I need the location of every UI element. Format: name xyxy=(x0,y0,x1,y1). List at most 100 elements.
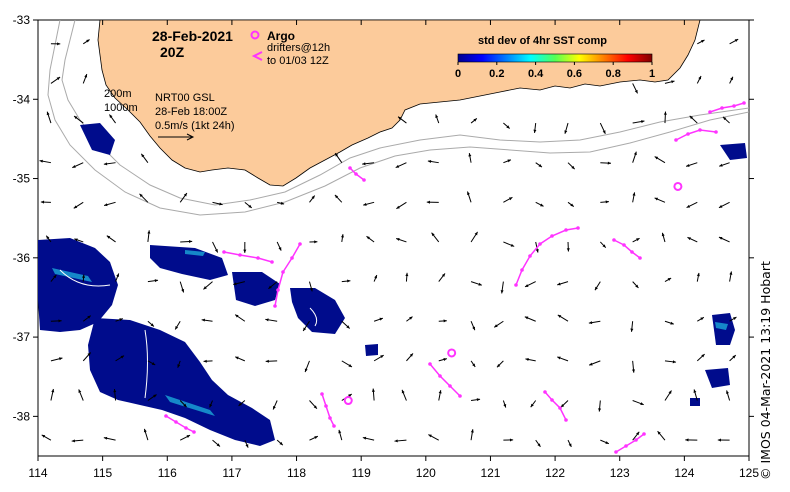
current-arrow xyxy=(373,274,378,282)
current-arrow xyxy=(362,436,375,441)
y-tick-label: -35 xyxy=(13,172,31,186)
current-arrow xyxy=(309,435,319,441)
current-arrow xyxy=(50,274,57,282)
drifter-legend-label-2: to 01/03 12Z xyxy=(267,55,329,67)
current-arrow xyxy=(363,201,375,206)
current-arrow xyxy=(212,201,223,206)
eddy-contour xyxy=(59,269,318,399)
y-tick-label: -36 xyxy=(13,251,31,265)
current-arrow xyxy=(143,428,149,441)
current-arrow xyxy=(406,316,413,322)
current-arrow xyxy=(302,320,310,332)
colorbar-tick-label: 1 xyxy=(649,68,655,80)
current-arrow xyxy=(201,318,213,322)
current-arrow xyxy=(689,115,698,124)
current-arrow xyxy=(696,272,700,282)
current-arrow xyxy=(103,201,116,207)
current-arrow xyxy=(115,318,123,322)
current-arrow xyxy=(72,162,84,169)
current-arrow xyxy=(664,360,677,364)
current-arrow xyxy=(428,434,439,441)
current-arrow xyxy=(661,232,666,243)
current-arrow xyxy=(496,360,504,368)
drifter-track xyxy=(612,238,642,260)
current-arrow xyxy=(718,236,730,243)
current-arrow xyxy=(696,353,705,362)
drifter-track xyxy=(164,414,196,434)
current-arrow xyxy=(334,152,343,163)
drifter-track xyxy=(348,166,366,182)
current-arrow xyxy=(664,390,672,401)
colorbar xyxy=(457,53,653,63)
y-tick-label: -34 xyxy=(13,92,31,106)
current-arrow xyxy=(470,398,481,402)
y-tick-label: -33 xyxy=(13,13,31,27)
current-arrow xyxy=(722,116,730,124)
current-arrow xyxy=(268,281,278,290)
current-arrow xyxy=(395,162,407,169)
current-arrow xyxy=(147,394,157,401)
current-arrow xyxy=(630,321,634,332)
current-arrow xyxy=(115,355,125,362)
current-arrow xyxy=(718,201,730,209)
current-arrow xyxy=(631,360,636,373)
current-arrow xyxy=(45,235,52,243)
current-arrow xyxy=(203,359,213,363)
x-axis: 114 115 116 117 118 119 120 121 122 123 124 125 xyxy=(28,20,759,480)
current-arrow xyxy=(234,314,246,322)
current-arrow xyxy=(697,316,705,322)
current-arrow xyxy=(524,316,536,322)
drifter-track xyxy=(273,242,302,308)
current-arrow xyxy=(435,114,440,124)
current-arrow xyxy=(654,197,666,203)
current-arrow xyxy=(243,241,247,253)
x-tick-label: 118 xyxy=(287,466,306,480)
current-arrow xyxy=(503,438,514,442)
current-arrow xyxy=(598,400,602,412)
current-arrow xyxy=(341,360,353,368)
current-arrow xyxy=(717,438,730,442)
sst-stddev-highlights xyxy=(52,250,728,416)
current-arrow xyxy=(265,318,278,322)
current-arrow xyxy=(719,162,730,167)
current-arrow xyxy=(74,238,84,243)
current-arrow xyxy=(50,388,55,401)
current-arrow xyxy=(371,388,375,401)
x-tick-label: 120 xyxy=(416,466,436,480)
x-tick-label: 116 xyxy=(158,466,177,480)
y-axis: -33 -34 -35 -36 -37 -38 xyxy=(13,13,754,423)
current-arrow xyxy=(685,162,698,167)
date-title: 28-Feb-2021 xyxy=(152,28,233,44)
current-arrow xyxy=(729,354,737,362)
current-arrow xyxy=(396,238,407,243)
current-arrow xyxy=(632,281,639,289)
current-arrow xyxy=(686,201,698,209)
current-arrow xyxy=(567,162,576,170)
current-arrow xyxy=(309,400,318,410)
current-arrow xyxy=(697,39,705,45)
current-arrow xyxy=(272,400,278,410)
isobath-label-200m: 200m xyxy=(104,88,132,100)
drifter-track xyxy=(674,128,718,142)
current-arrow xyxy=(600,161,612,165)
current-arrow xyxy=(106,235,116,243)
time-title: 20Z xyxy=(160,44,185,60)
current-arrow xyxy=(599,122,606,134)
colorbar-tick-label: 0.6 xyxy=(567,68,582,80)
x-tick-label: 115 xyxy=(93,466,112,480)
colorbar-tick-label: 0.2 xyxy=(489,68,504,80)
copyright-credit: © IMOS 04-Mar-2021 13:19 Hobart xyxy=(758,261,773,480)
x-tick-label: 123 xyxy=(610,466,630,480)
current-arrow xyxy=(726,390,731,401)
colorbar-title: std dev of 4hr SST comp xyxy=(478,35,607,47)
current-arrow xyxy=(503,159,512,164)
y-tick-label: -37 xyxy=(13,330,31,344)
current-arrow xyxy=(203,281,213,290)
y-tick-label: -38 xyxy=(13,409,31,423)
colorbar-ticks: 0 0.2 0.4 0.6 0.8 1 xyxy=(455,62,655,80)
current-arrow xyxy=(406,353,414,362)
current-arrow xyxy=(632,120,645,124)
current-arrow xyxy=(50,357,63,362)
current-arrow xyxy=(147,360,156,366)
current-arrow xyxy=(147,279,159,283)
